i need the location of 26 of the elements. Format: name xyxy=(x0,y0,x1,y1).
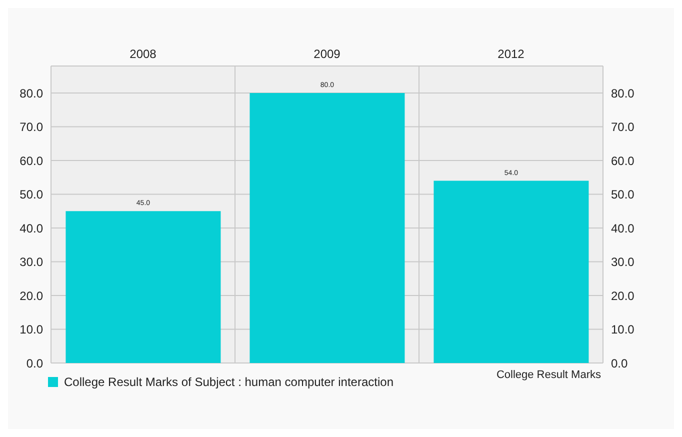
y2-tick-label: 80.0 xyxy=(611,86,635,100)
y-tick-label: 70.0 xyxy=(20,120,44,134)
y2-tick-label: 60.0 xyxy=(611,154,635,168)
x-tick-label: 2012 xyxy=(498,47,525,61)
y-tick-label: 60.0 xyxy=(20,154,44,168)
y2-tick-label: 20.0 xyxy=(611,288,635,303)
y2-tick-label: 40.0 xyxy=(611,221,635,236)
y-tick-label: 80.0 xyxy=(20,86,44,100)
text: College Result Marks xyxy=(496,369,601,381)
x-tick-label: 2009 xyxy=(314,47,341,61)
y2-tick-label: 10.0 xyxy=(611,322,635,337)
y-tick-label: 0.0 xyxy=(26,356,44,370)
bar xyxy=(250,93,405,363)
y2-tick-label: 50.0 xyxy=(611,188,635,202)
legend-label: College Result Marks of Subject : human computer interaction xyxy=(64,375,394,389)
y-tick-label: 30.0 xyxy=(20,255,44,270)
bar xyxy=(434,180,589,363)
y-tick-label: 40.0 xyxy=(20,221,44,236)
y-tick-label: 20.0 xyxy=(20,288,44,303)
y2-tick-label: 70.0 xyxy=(611,120,635,134)
y2-tick-label: 30.0 xyxy=(611,255,635,270)
y2-tick-label: 0.0 xyxy=(611,356,628,370)
y-tick-label: 10.0 xyxy=(20,322,44,337)
bar xyxy=(66,211,221,363)
x-tick-label: 2008 xyxy=(130,47,157,61)
y-tick-label: 50.0 xyxy=(20,188,44,202)
